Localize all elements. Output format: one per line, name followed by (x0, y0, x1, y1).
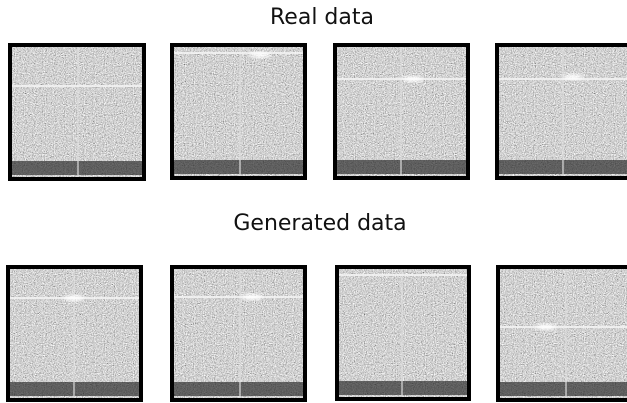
dark-band (174, 382, 303, 396)
sample-image (495, 43, 627, 180)
sample-image (170, 43, 307, 180)
noise-image (500, 269, 627, 398)
bright-spot (536, 324, 556, 330)
sample-image (335, 265, 471, 401)
section-title: Real data (270, 5, 374, 30)
bright-spot (250, 52, 270, 58)
noise-image (339, 269, 467, 397)
sample-image (6, 265, 143, 402)
sample-image (170, 265, 307, 402)
sample-image (496, 265, 627, 402)
bright-spot (64, 295, 84, 301)
section-title: Generated data (233, 211, 406, 236)
bright-spot (403, 76, 423, 82)
sample-image (333, 43, 470, 180)
noise-image (12, 47, 142, 177)
dark-band (339, 381, 467, 395)
dark-band (174, 160, 303, 174)
noise-image (174, 269, 303, 398)
dark-band (12, 161, 142, 175)
noise-image (174, 47, 303, 176)
dark-band (500, 382, 627, 396)
bright-spot (563, 74, 583, 80)
page: Real data Generated data (() => { const … (0, 0, 627, 403)
bright-spot (242, 294, 262, 300)
sample-image (8, 43, 146, 181)
figure: Real data Generated data (0, 0, 627, 403)
